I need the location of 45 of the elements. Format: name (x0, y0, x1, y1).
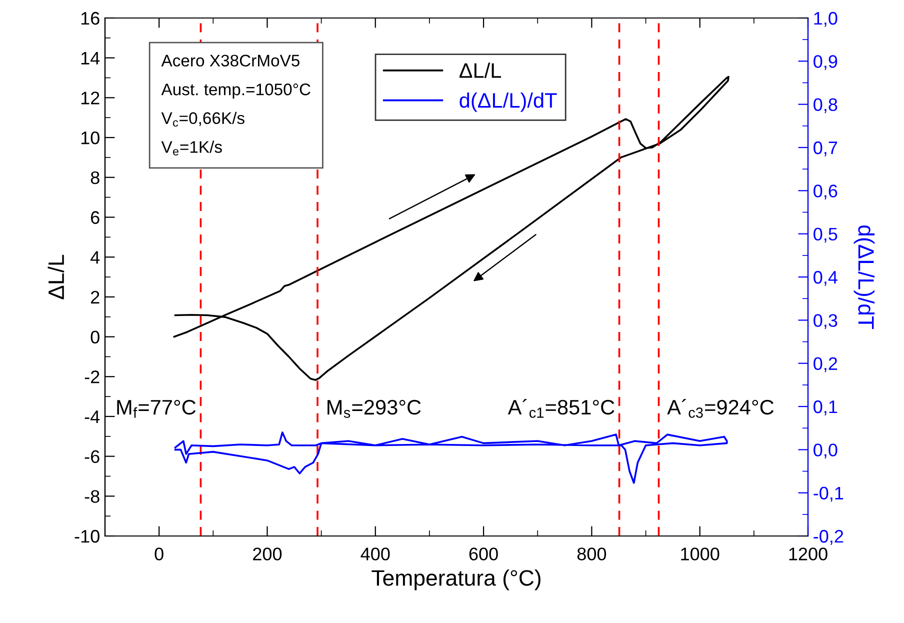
ref-line-label: M$_{f}$=77°C (117, 400, 196, 418)
y-tick-label: -4 (84, 410, 100, 424)
y2-axis-title: d(ΔL/L)/dT (854, 225, 875, 329)
x-tick-label: 200 (253, 548, 282, 560)
y2-tick-label: 0,2 (814, 357, 838, 372)
ref-line-label: A´$_{c1}$=851°C (508, 399, 614, 418)
y-tick-label: -6 (84, 450, 100, 464)
y-tick-label: 12 (81, 92, 100, 104)
y-tick-label: -10 (74, 530, 100, 543)
x-tick-label: 800 (577, 548, 606, 560)
y2-tick-label: -0,1 (814, 486, 844, 502)
line-series (174, 431, 728, 484)
ref-line-label: A´$_{c3}$=924°C (667, 399, 774, 418)
legend-label: d(ΔL/L)/dT (460, 92, 557, 112)
x-tick-label: 600 (469, 548, 498, 560)
y-tick-label: -2 (84, 370, 100, 384)
annotation: Acero X38CrMoV5 Aust. temp.=1050°C V$_{c}$=0,66K/s V$_{e}$=1K/s (161, 54, 310, 156)
y2-tick-label: 0,6 (814, 184, 838, 200)
y2-tick-label: 0,8 (814, 98, 838, 114)
y-tick-label: 6 (91, 211, 100, 224)
y2-tick-label: 0,1 (814, 400, 838, 416)
y-tick-label: 10 (81, 131, 100, 144)
y-tick-label: 0 (90, 330, 100, 344)
y2-tick-label: 1,0 (814, 12, 838, 27)
y2-tick-label: -0,2 (814, 530, 844, 545)
y-tick-label: 16 (81, 12, 100, 25)
y2-tick-label: 0,3 (814, 314, 838, 330)
y-tick-label: 14 (81, 52, 100, 64)
x-tick-label: 1200 (789, 548, 828, 560)
y2-tick-label: 0,0 (814, 444, 838, 459)
legend-label: ΔL/L (459, 62, 502, 78)
y-tick-label: 4 (90, 251, 100, 264)
x-tick-label: 0 (154, 548, 164, 560)
y2-tick-label: 0,9 (814, 55, 838, 70)
y-axis-title: ΔL/L (48, 254, 64, 300)
x-tick-label: 400 (360, 548, 390, 560)
y2-tick-label: 0,4 (814, 270, 838, 286)
y-tick-label: -8 (84, 490, 100, 503)
x-axis-title: Temperatura (°C) (372, 570, 540, 590)
y2-tick-label: 0,5 (814, 228, 838, 243)
x-tick-label: 1000 (681, 548, 720, 560)
y-tick-label: 2 (91, 290, 100, 304)
ref-line-label: M$_{s}$=293°C (328, 400, 421, 418)
y2-tick-label: 0,7 (814, 141, 838, 156)
y-tick-label: 8 (90, 171, 100, 184)
